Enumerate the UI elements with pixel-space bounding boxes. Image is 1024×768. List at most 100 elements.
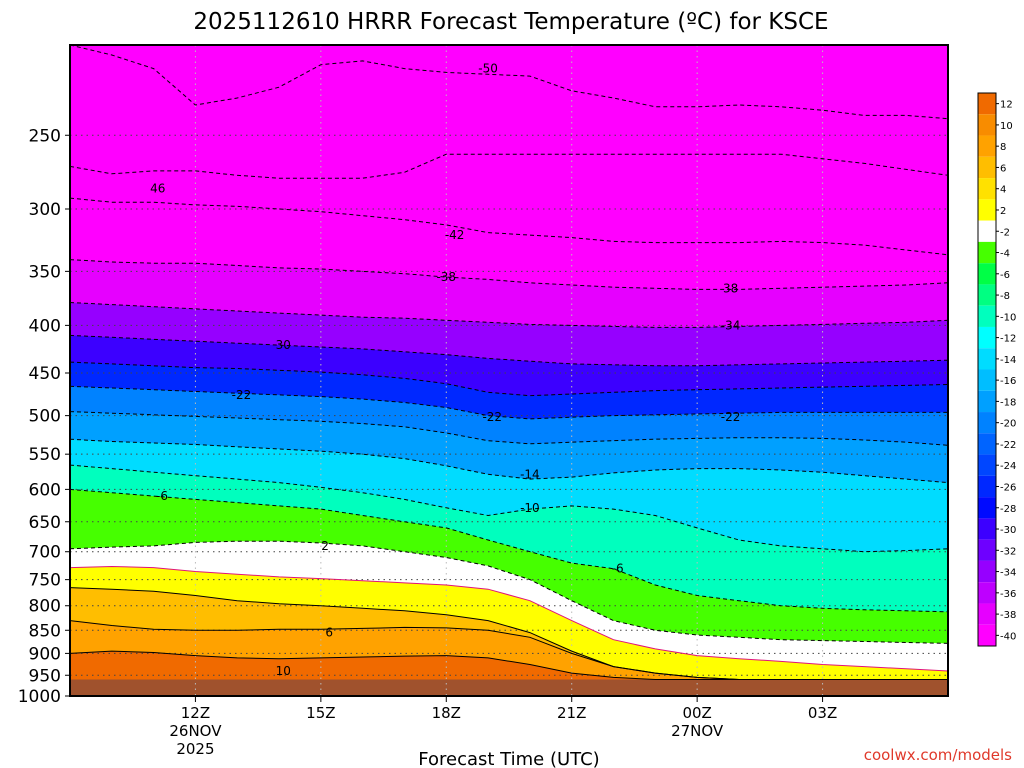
colorbar-tick-label: 4: [1000, 185, 1006, 196]
colorbar-swatch: [978, 326, 996, 349]
contour-label: -34: [721, 318, 741, 332]
colorbar-frame: [977, 92, 997, 647]
y-tick-label: 950: [29, 666, 61, 686]
gridlines: [70, 45, 948, 696]
colorbar-tick-label: -2: [1000, 227, 1010, 238]
colorbar-swatch: [978, 369, 996, 391]
y-tick-label: 250: [29, 126, 61, 146]
contour-line: [70, 153, 948, 179]
colorbar-tick-label: 6: [1000, 163, 1006, 174]
contour-label: 10: [276, 664, 291, 678]
colorbar-swatch: [978, 539, 996, 561]
colorbar-tick-label: -16: [1000, 376, 1016, 387]
contour-label: 6: [325, 626, 333, 640]
contour-label: -14: [520, 467, 540, 481]
y-tick-label: 350: [29, 262, 61, 282]
y-tick-label: 500: [29, 407, 61, 427]
x-tick-label: 21Z: [557, 704, 586, 722]
colorbar-tick-label: -20: [1000, 419, 1016, 430]
contour-label: -42: [445, 228, 465, 242]
colorbar-swatch: [978, 560, 996, 583]
y-tick-label: 900: [29, 644, 61, 664]
colorbar-swatch: [978, 497, 996, 519]
x-tick-label: 27NOV: [671, 722, 724, 740]
colorbar-tick-label: 8: [1000, 142, 1006, 153]
colorbar: 12 10 8 6 4 2 -2 -4 -6 -8 -10 -12 -14 -16 -18 -20 -22 -24…: [977, 92, 1016, 647]
contour-label: -50: [478, 62, 498, 76]
contour-label: -6: [156, 489, 168, 503]
colorbar-tick-label: -8: [1000, 291, 1010, 302]
y-tick-label: 400: [29, 316, 61, 336]
y-tick-label: 750: [29, 571, 61, 591]
colorbar-swatch: [978, 178, 996, 200]
contour-label: 38: [723, 281, 738, 295]
colorbar-tick-label: -30: [1000, 525, 1016, 536]
y-tick-label: 1000: [18, 687, 61, 707]
y-tick-label: 450: [29, 364, 61, 384]
colorbar-swatch: [978, 412, 996, 434]
colorbar-tick-label: 12: [1000, 100, 1013, 111]
colorbar-swatch: [978, 624, 996, 646]
plot-frame: [69, 44, 949, 697]
colorbar-tick-label: -36: [1000, 589, 1016, 600]
contour-label: -22: [721, 410, 741, 424]
colorbar-tick-label: -32: [1000, 546, 1016, 557]
y-axis: 250 300 350 400 450 500 550 600 650 700 750 800 850 9…: [18, 126, 70, 707]
colorbar-tick-label: 2: [1000, 206, 1006, 217]
colorbar-swatch: [978, 475, 996, 498]
colorbar-tick-label: -24: [1000, 461, 1016, 472]
colorbar-tick-label: -14: [1000, 355, 1016, 366]
colorbar-swatch: [978, 199, 996, 221]
x-tick-label: 12Z: [181, 704, 210, 722]
contour-label: -10: [520, 501, 540, 515]
colorbar-swatch: [978, 284, 996, 306]
contour-line: [70, 540, 948, 644]
contour-line: [70, 650, 948, 680]
ground-surface: [70, 679, 948, 696]
colorbar-swatch: [978, 603, 996, 625]
contour-line: [70, 565, 948, 672]
plot-area: -50 46 -42 -38 38 -34 30 -22 -22 -22 -14 -10 -6 -6 2 6 1…: [70, 45, 948, 696]
colorbar-tick-label: -22: [1000, 440, 1016, 451]
contour-label: 46: [150, 181, 165, 195]
y-tick-label: 850: [29, 621, 61, 641]
colorbar-swatch: [978, 454, 996, 476]
colorbar-swatch: [978, 114, 996, 136]
colorbar-swatch: [978, 220, 996, 242]
contour-lines: [70, 45, 948, 680]
colorbar-tick-label: -18: [1000, 397, 1016, 408]
colorbar-swatch: [978, 518, 996, 540]
colorbar-tick-label: -4: [1000, 249, 1010, 260]
colorbar-tick-label: -10: [1000, 312, 1016, 323]
credit-text: coolwx.com/models: [864, 746, 1012, 764]
colorbar-tick-label: -40: [1000, 631, 1016, 642]
colorbar-swatch: [978, 348, 996, 370]
contour-labels: -50 46 -42 -38 38 -34 30 -22 -22 -22 -14 -10 -6 -6 2 6 1…: [150, 62, 740, 678]
contour-label: -38: [436, 270, 456, 284]
colorbar-swatch: [978, 156, 996, 179]
x-tick-label: 26NOV: [169, 722, 222, 740]
colorbar-swatch: [978, 263, 996, 285]
x-tick-label: 18Z: [432, 704, 461, 722]
colorbar-swatch: [978, 93, 996, 115]
colorbar-tick-label: -6: [1000, 270, 1010, 281]
chart-title: 2025112610 HRRR Forecast Temperature (ºC…: [193, 9, 828, 35]
colorbar-swatch: [978, 305, 996, 327]
contour-label: -6: [612, 562, 624, 576]
x-tick-label: 03Z: [808, 704, 837, 722]
colorbar-tick-label: -34: [1000, 568, 1016, 579]
colorbar-swatch: [978, 135, 996, 157]
contour-label: -22: [232, 388, 252, 402]
colorbar-tick-label: 10: [1000, 121, 1013, 132]
x-tick-label: 15Z: [306, 704, 335, 722]
colorbar-tick-label: -26: [1000, 482, 1016, 493]
y-tick-label: 550: [29, 445, 61, 465]
x-tick-label: 00Z: [682, 704, 711, 722]
contour-line: [70, 464, 948, 553]
y-tick-label: 800: [29, 597, 61, 617]
contour-line: [70, 438, 948, 484]
y-tick-label: 700: [29, 543, 61, 563]
colorbar-swatch: [978, 433, 996, 455]
